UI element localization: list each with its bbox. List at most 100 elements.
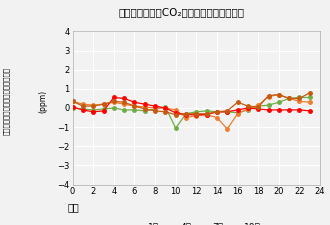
4月 (174, 108, 178, 111)
4月 (194, 114, 198, 117)
10月 (91, 105, 95, 107)
4月 (267, 95, 271, 98)
7月 (215, 110, 219, 113)
7月 (205, 113, 209, 116)
1月 (246, 108, 250, 111)
Line: 1月: 1月 (71, 96, 312, 130)
4月 (308, 101, 312, 104)
10月 (277, 93, 281, 96)
7月 (91, 110, 95, 113)
1月 (297, 96, 301, 99)
1月 (174, 127, 178, 129)
10月 (122, 101, 126, 104)
4月 (205, 113, 209, 116)
10月 (225, 110, 229, 112)
1月 (225, 110, 229, 113)
10月 (267, 94, 271, 97)
10月 (236, 101, 240, 104)
4月 (163, 107, 167, 109)
1月 (143, 110, 147, 112)
4月 (184, 116, 188, 119)
7月 (256, 108, 260, 110)
7月 (163, 107, 167, 109)
1月 (308, 96, 312, 99)
4月 (81, 103, 85, 106)
7月 (112, 96, 116, 99)
4月 (153, 107, 157, 109)
4月 (102, 103, 106, 106)
1月 (215, 110, 219, 113)
1月 (194, 110, 198, 113)
10月 (112, 100, 116, 103)
4月 (215, 116, 219, 119)
7月 (225, 110, 229, 113)
7月 (71, 106, 75, 108)
7月 (277, 108, 281, 111)
1月 (236, 111, 240, 114)
Line: 4月: 4月 (71, 93, 312, 131)
7月 (297, 108, 301, 111)
1月 (112, 107, 116, 109)
4月 (91, 104, 95, 106)
4月 (122, 103, 126, 106)
4月 (143, 106, 147, 108)
1月 (102, 108, 106, 110)
1月 (122, 108, 126, 111)
4月 (256, 104, 260, 106)
1月 (132, 108, 136, 111)
1月 (277, 101, 281, 104)
4月 (71, 100, 75, 103)
7月 (194, 113, 198, 116)
1月 (184, 112, 188, 115)
10月 (163, 110, 167, 113)
4月 (236, 112, 240, 115)
1月 (153, 108, 157, 110)
7月 (143, 103, 147, 106)
10月 (102, 103, 106, 106)
7月 (122, 97, 126, 100)
Legend: 1月, 4月, 7月, 10月: 1月, 4月, 7月, 10月 (132, 223, 261, 225)
10月 (287, 97, 291, 100)
4月 (225, 128, 229, 130)
10月 (308, 91, 312, 94)
1月 (71, 107, 75, 109)
4月 (112, 101, 116, 104)
4月 (297, 100, 301, 103)
4月 (246, 108, 250, 110)
7月 (153, 105, 157, 107)
10月 (194, 112, 198, 115)
10月 (246, 105, 250, 107)
10月 (297, 97, 301, 100)
Text: (ppm): (ppm) (38, 90, 48, 113)
7月 (308, 110, 312, 112)
10月 (153, 110, 157, 112)
4月 (277, 93, 281, 96)
10月 (205, 112, 209, 115)
7月 (236, 108, 240, 111)
1月 (256, 105, 260, 107)
7月 (246, 107, 250, 109)
10月 (71, 100, 75, 103)
7月 (81, 108, 85, 111)
10月 (81, 105, 85, 107)
10月 (184, 112, 188, 115)
1月 (267, 104, 271, 106)
Text: 日平均値を差し引いた各時刻の濃度: 日平均値を差し引いた各時刻の濃度 (3, 67, 10, 135)
1月 (287, 97, 291, 100)
4月 (132, 105, 136, 107)
1月 (91, 108, 95, 111)
10月 (215, 110, 219, 113)
10月 (143, 108, 147, 110)
7月 (102, 110, 106, 112)
7月 (184, 113, 188, 116)
1月 (205, 110, 209, 112)
4月 (287, 97, 291, 100)
Text: 波照間におけるCO₂濃度の日変化の大きさ: 波照間におけるCO₂濃度の日変化の大きさ (118, 7, 245, 17)
10月 (174, 113, 178, 116)
Line: 10月: 10月 (71, 91, 312, 116)
10月 (256, 106, 260, 108)
Text: 時刻: 時刻 (67, 202, 79, 212)
1月 (163, 106, 167, 108)
Line: 7月: 7月 (71, 96, 312, 116)
7月 (132, 101, 136, 104)
